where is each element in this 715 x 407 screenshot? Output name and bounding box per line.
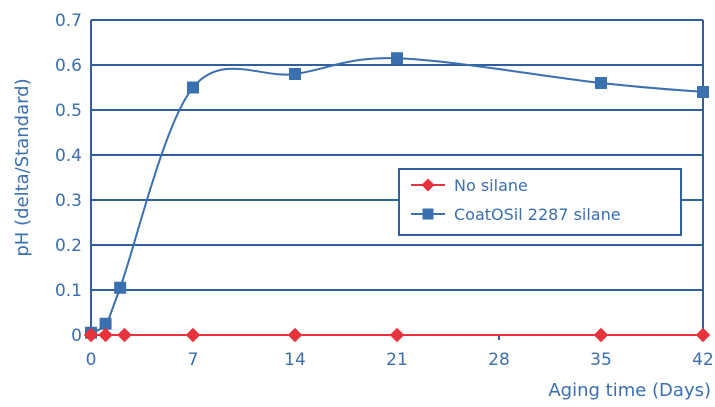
series-line-coatosil — [90, 57, 704, 334]
y-axis-title: pH (delta/Standard) — [12, 78, 33, 256]
legend-box — [398, 168, 682, 236]
x-tick-label: 35 — [590, 350, 612, 370]
x-tick-labels: 0 7 14 21 28 35 42 — [86, 350, 714, 370]
data-point-coatosil — [697, 86, 709, 98]
data-point-no-silane — [83, 327, 99, 343]
data-point-coatosil — [99, 317, 112, 330]
legend: No silane CoatOSil 2287 silane — [398, 168, 682, 236]
y-tick-label: 0.3 — [55, 191, 82, 211]
legend-label-no-silane: No silane — [454, 176, 528, 195]
data-point-no-silane — [287, 327, 303, 343]
y-tick-label: 0.6 — [55, 56, 82, 76]
x-tick-label: 0 — [86, 350, 97, 370]
grid-lines — [91, 19, 703, 336]
x-tick-label: 14 — [284, 350, 306, 370]
y-tick-label: 0.7 — [55, 11, 82, 31]
y-tick-label: 0.5 — [55, 101, 82, 121]
y-tick-label: 0.4 — [55, 146, 82, 166]
x-axis-title: Aging time (Days) — [548, 380, 711, 401]
x-tick-label: 7 — [188, 350, 199, 370]
data-point-coatosil — [595, 77, 607, 89]
data-point-no-silane — [389, 327, 405, 343]
y-tick-label: 0.1 — [55, 281, 82, 301]
data-point-no-silane — [98, 327, 113, 343]
x-tick-label: 28 — [488, 350, 510, 370]
data-point-no-silane — [695, 327, 711, 343]
data-point-coatosil — [289, 68, 301, 80]
y-tick-label: 0.2 — [55, 236, 82, 256]
legend-label-coatosil: CoatOSil 2287 silane — [454, 205, 621, 224]
data-point-no-silane — [117, 327, 132, 343]
data-point-coatosil — [114, 281, 127, 294]
legend-entry-no-silane: No silane — [411, 176, 528, 195]
y-tick-labels: 0 0.1 0.2 0.3 0.4 0.5 0.6 0.7 — [55, 11, 82, 346]
x-tick-label: 42 — [692, 350, 714, 370]
legend-marker-no-silane — [421, 178, 435, 192]
legend-entry-coatosil: CoatOSil 2287 silane — [411, 205, 621, 224]
data-point-coatosil — [391, 52, 403, 65]
data-point-coatosil — [187, 81, 199, 94]
data-point-no-silane — [185, 327, 201, 343]
series — [83, 52, 711, 343]
data-point-no-silane — [593, 327, 609, 343]
legend-marker-coatosil — [422, 208, 434, 220]
x-tick-label: 21 — [386, 350, 408, 370]
y-tick-label: 0 — [71, 326, 82, 346]
